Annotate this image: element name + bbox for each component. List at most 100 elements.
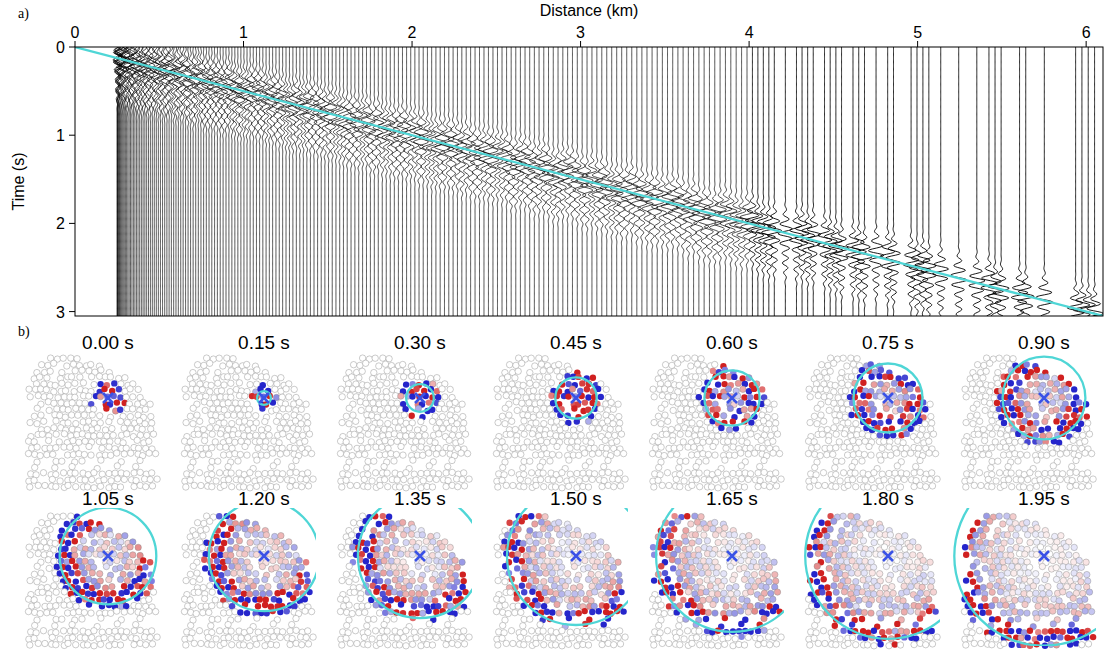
receiver bbox=[681, 478, 687, 484]
receiver bbox=[76, 439, 82, 445]
receiver bbox=[68, 412, 74, 418]
receiver bbox=[123, 445, 129, 451]
receiver bbox=[738, 450, 744, 456]
receiver bbox=[841, 394, 847, 400]
trace bbox=[778, 47, 792, 316]
receiver bbox=[703, 431, 709, 437]
receiver bbox=[692, 374, 698, 380]
receiver bbox=[536, 412, 542, 418]
receiver bbox=[848, 412, 854, 418]
receiver bbox=[32, 464, 38, 470]
receiver bbox=[421, 425, 427, 431]
snapshot-time: 0.60 s bbox=[706, 332, 758, 353]
receiver bbox=[224, 374, 230, 380]
receiver bbox=[73, 484, 79, 490]
receiver bbox=[225, 400, 231, 406]
receiver bbox=[35, 392, 41, 398]
receiver bbox=[408, 373, 414, 379]
receiver bbox=[91, 470, 97, 476]
receiver bbox=[363, 360, 369, 366]
figure: a)Distance (km)Time (s)01234560123b)0.00… bbox=[0, 0, 1110, 651]
receiver bbox=[277, 451, 283, 457]
receiver bbox=[380, 374, 386, 380]
receiver bbox=[52, 382, 58, 388]
receiver bbox=[254, 457, 260, 463]
receiver bbox=[290, 437, 296, 443]
snapshot: 0.00 s bbox=[25, 332, 160, 491]
receiver bbox=[557, 476, 563, 482]
receiver bbox=[605, 469, 611, 475]
receiver bbox=[871, 381, 877, 387]
receiver bbox=[499, 413, 505, 419]
receiver bbox=[372, 355, 378, 361]
receiver bbox=[81, 412, 87, 418]
receiver bbox=[355, 387, 361, 393]
receiver bbox=[818, 412, 824, 418]
trace bbox=[547, 47, 559, 316]
receiver bbox=[752, 450, 758, 456]
receiver bbox=[689, 420, 695, 426]
panel-label: a) bbox=[18, 6, 29, 22]
receiver bbox=[718, 425, 724, 431]
receiver bbox=[838, 400, 844, 406]
receiver bbox=[382, 438, 388, 444]
receiver bbox=[47, 445, 53, 451]
receiver bbox=[106, 444, 112, 450]
receiver bbox=[188, 464, 194, 470]
receiver bbox=[59, 369, 65, 375]
receiver bbox=[94, 425, 100, 431]
receiver bbox=[556, 361, 562, 367]
receiver bbox=[349, 386, 355, 392]
receiver bbox=[365, 445, 371, 451]
receiver bbox=[60, 470, 66, 476]
receiver bbox=[114, 476, 120, 482]
receiver bbox=[363, 400, 369, 406]
receiver bbox=[83, 425, 89, 431]
receiver bbox=[227, 388, 233, 394]
receiver bbox=[537, 463, 543, 469]
trace bbox=[533, 47, 545, 316]
receiver bbox=[538, 361, 544, 367]
receiver bbox=[661, 452, 667, 458]
snapshot-time: 0.15 s bbox=[238, 332, 290, 353]
receiver bbox=[265, 425, 271, 431]
receiver bbox=[394, 477, 400, 483]
receiver bbox=[881, 386, 887, 392]
receiver bbox=[291, 445, 297, 451]
receiver bbox=[356, 375, 362, 381]
receiver bbox=[771, 476, 777, 482]
receiver bbox=[221, 482, 227, 488]
receiver bbox=[458, 438, 464, 444]
receiver bbox=[201, 437, 207, 443]
receiver bbox=[418, 470, 424, 476]
receiver bbox=[527, 369, 533, 375]
receiver bbox=[133, 463, 139, 469]
receiver bbox=[403, 470, 409, 476]
receiver bbox=[419, 374, 425, 380]
receiver bbox=[144, 432, 150, 438]
receiver bbox=[124, 419, 130, 425]
receiver bbox=[572, 433, 578, 439]
receiver bbox=[664, 470, 670, 476]
receiver bbox=[114, 450, 120, 456]
receiver bbox=[302, 438, 308, 444]
receiver bbox=[305, 420, 311, 426]
trace bbox=[600, 47, 612, 316]
receiver bbox=[385, 484, 391, 490]
receiver bbox=[521, 431, 527, 437]
receiver bbox=[104, 433, 110, 439]
trace bbox=[514, 47, 526, 316]
receiver bbox=[364, 382, 370, 388]
receiver bbox=[98, 457, 104, 463]
trace bbox=[487, 47, 499, 316]
receiver bbox=[350, 362, 356, 368]
receiver bbox=[413, 386, 419, 392]
receiver bbox=[854, 356, 860, 362]
receiver bbox=[338, 386, 344, 392]
receiver bbox=[123, 394, 129, 400]
receiver bbox=[250, 425, 256, 431]
trace bbox=[981, 47, 997, 316]
receiver bbox=[398, 443, 404, 449]
receiver bbox=[34, 421, 40, 427]
receiver bbox=[221, 382, 227, 388]
